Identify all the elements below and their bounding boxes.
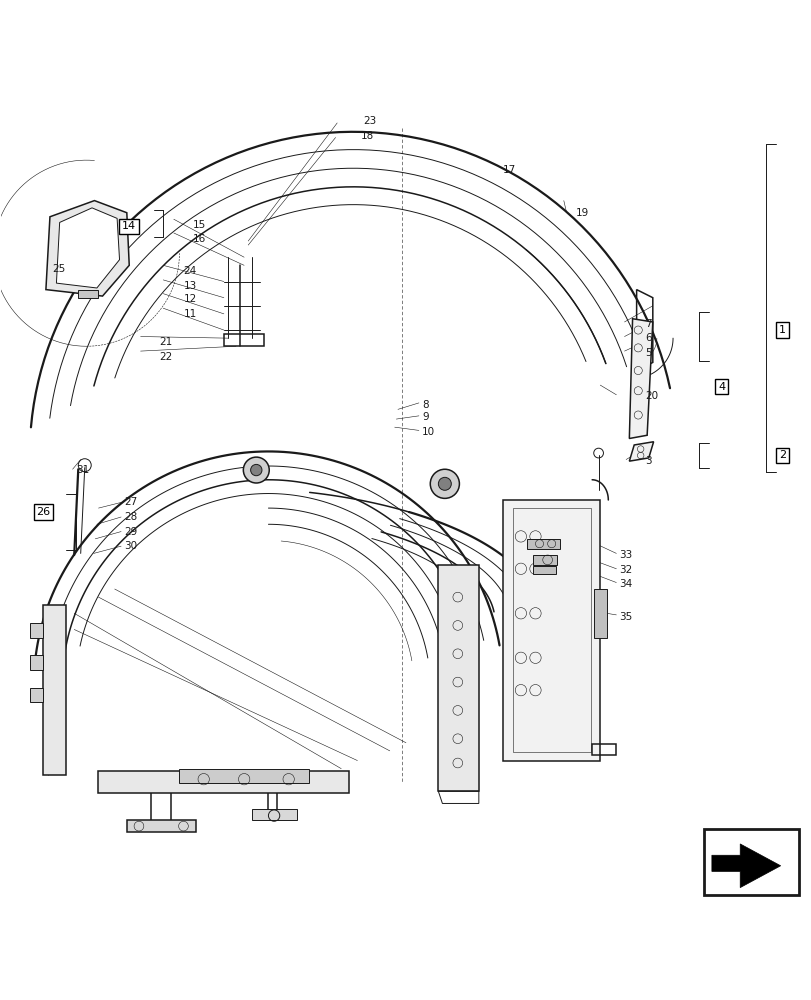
Polygon shape — [593, 589, 606, 638]
Polygon shape — [30, 623, 44, 638]
Text: 6: 6 — [645, 333, 651, 343]
Text: 19: 19 — [575, 208, 589, 218]
Polygon shape — [438, 565, 478, 791]
Text: 18: 18 — [360, 131, 374, 141]
Polygon shape — [46, 201, 129, 296]
Polygon shape — [78, 290, 98, 298]
Text: 14: 14 — [122, 221, 136, 231]
Text: 4: 4 — [717, 382, 724, 392]
Text: 28: 28 — [124, 512, 138, 522]
Text: 29: 29 — [124, 527, 138, 537]
Polygon shape — [179, 769, 308, 783]
Text: 11: 11 — [183, 309, 196, 319]
Text: 32: 32 — [618, 565, 631, 575]
Text: 1: 1 — [778, 325, 785, 335]
Circle shape — [243, 457, 269, 483]
Text: 2: 2 — [778, 450, 785, 460]
Polygon shape — [711, 844, 779, 888]
Polygon shape — [98, 771, 349, 793]
Text: 21: 21 — [159, 337, 172, 347]
Polygon shape — [127, 820, 195, 832]
Text: 26: 26 — [36, 507, 50, 517]
Text: 9: 9 — [422, 412, 428, 422]
Text: 35: 35 — [618, 612, 631, 622]
Text: 34: 34 — [618, 579, 631, 589]
Text: 7: 7 — [645, 319, 651, 329]
Text: 27: 27 — [124, 497, 138, 507]
Polygon shape — [56, 208, 119, 288]
Text: 16: 16 — [193, 234, 206, 244]
Text: 17: 17 — [503, 165, 516, 175]
Circle shape — [251, 464, 262, 476]
Polygon shape — [532, 566, 555, 574]
Text: 15: 15 — [193, 220, 206, 230]
Text: 31: 31 — [75, 465, 89, 475]
Text: 10: 10 — [422, 427, 435, 437]
Circle shape — [430, 469, 459, 498]
Polygon shape — [532, 555, 556, 565]
Polygon shape — [30, 688, 44, 702]
Text: 24: 24 — [183, 266, 196, 276]
Text: 25: 25 — [52, 264, 66, 274]
Text: 8: 8 — [422, 400, 428, 410]
Polygon shape — [252, 809, 296, 820]
Polygon shape — [629, 319, 652, 438]
Polygon shape — [629, 442, 653, 461]
Text: 12: 12 — [183, 294, 196, 304]
Text: 3: 3 — [645, 456, 651, 466]
Polygon shape — [30, 655, 44, 670]
Text: 22: 22 — [159, 352, 172, 362]
Polygon shape — [526, 539, 559, 549]
Text: 20: 20 — [645, 391, 658, 401]
Text: 30: 30 — [124, 541, 137, 551]
Polygon shape — [503, 500, 599, 761]
Text: 23: 23 — [363, 116, 375, 126]
Bar — [703, 829, 798, 895]
Text: 33: 33 — [618, 550, 631, 560]
Text: 13: 13 — [183, 281, 196, 291]
Circle shape — [438, 477, 451, 490]
Polygon shape — [44, 605, 66, 775]
Text: 5: 5 — [645, 348, 651, 358]
